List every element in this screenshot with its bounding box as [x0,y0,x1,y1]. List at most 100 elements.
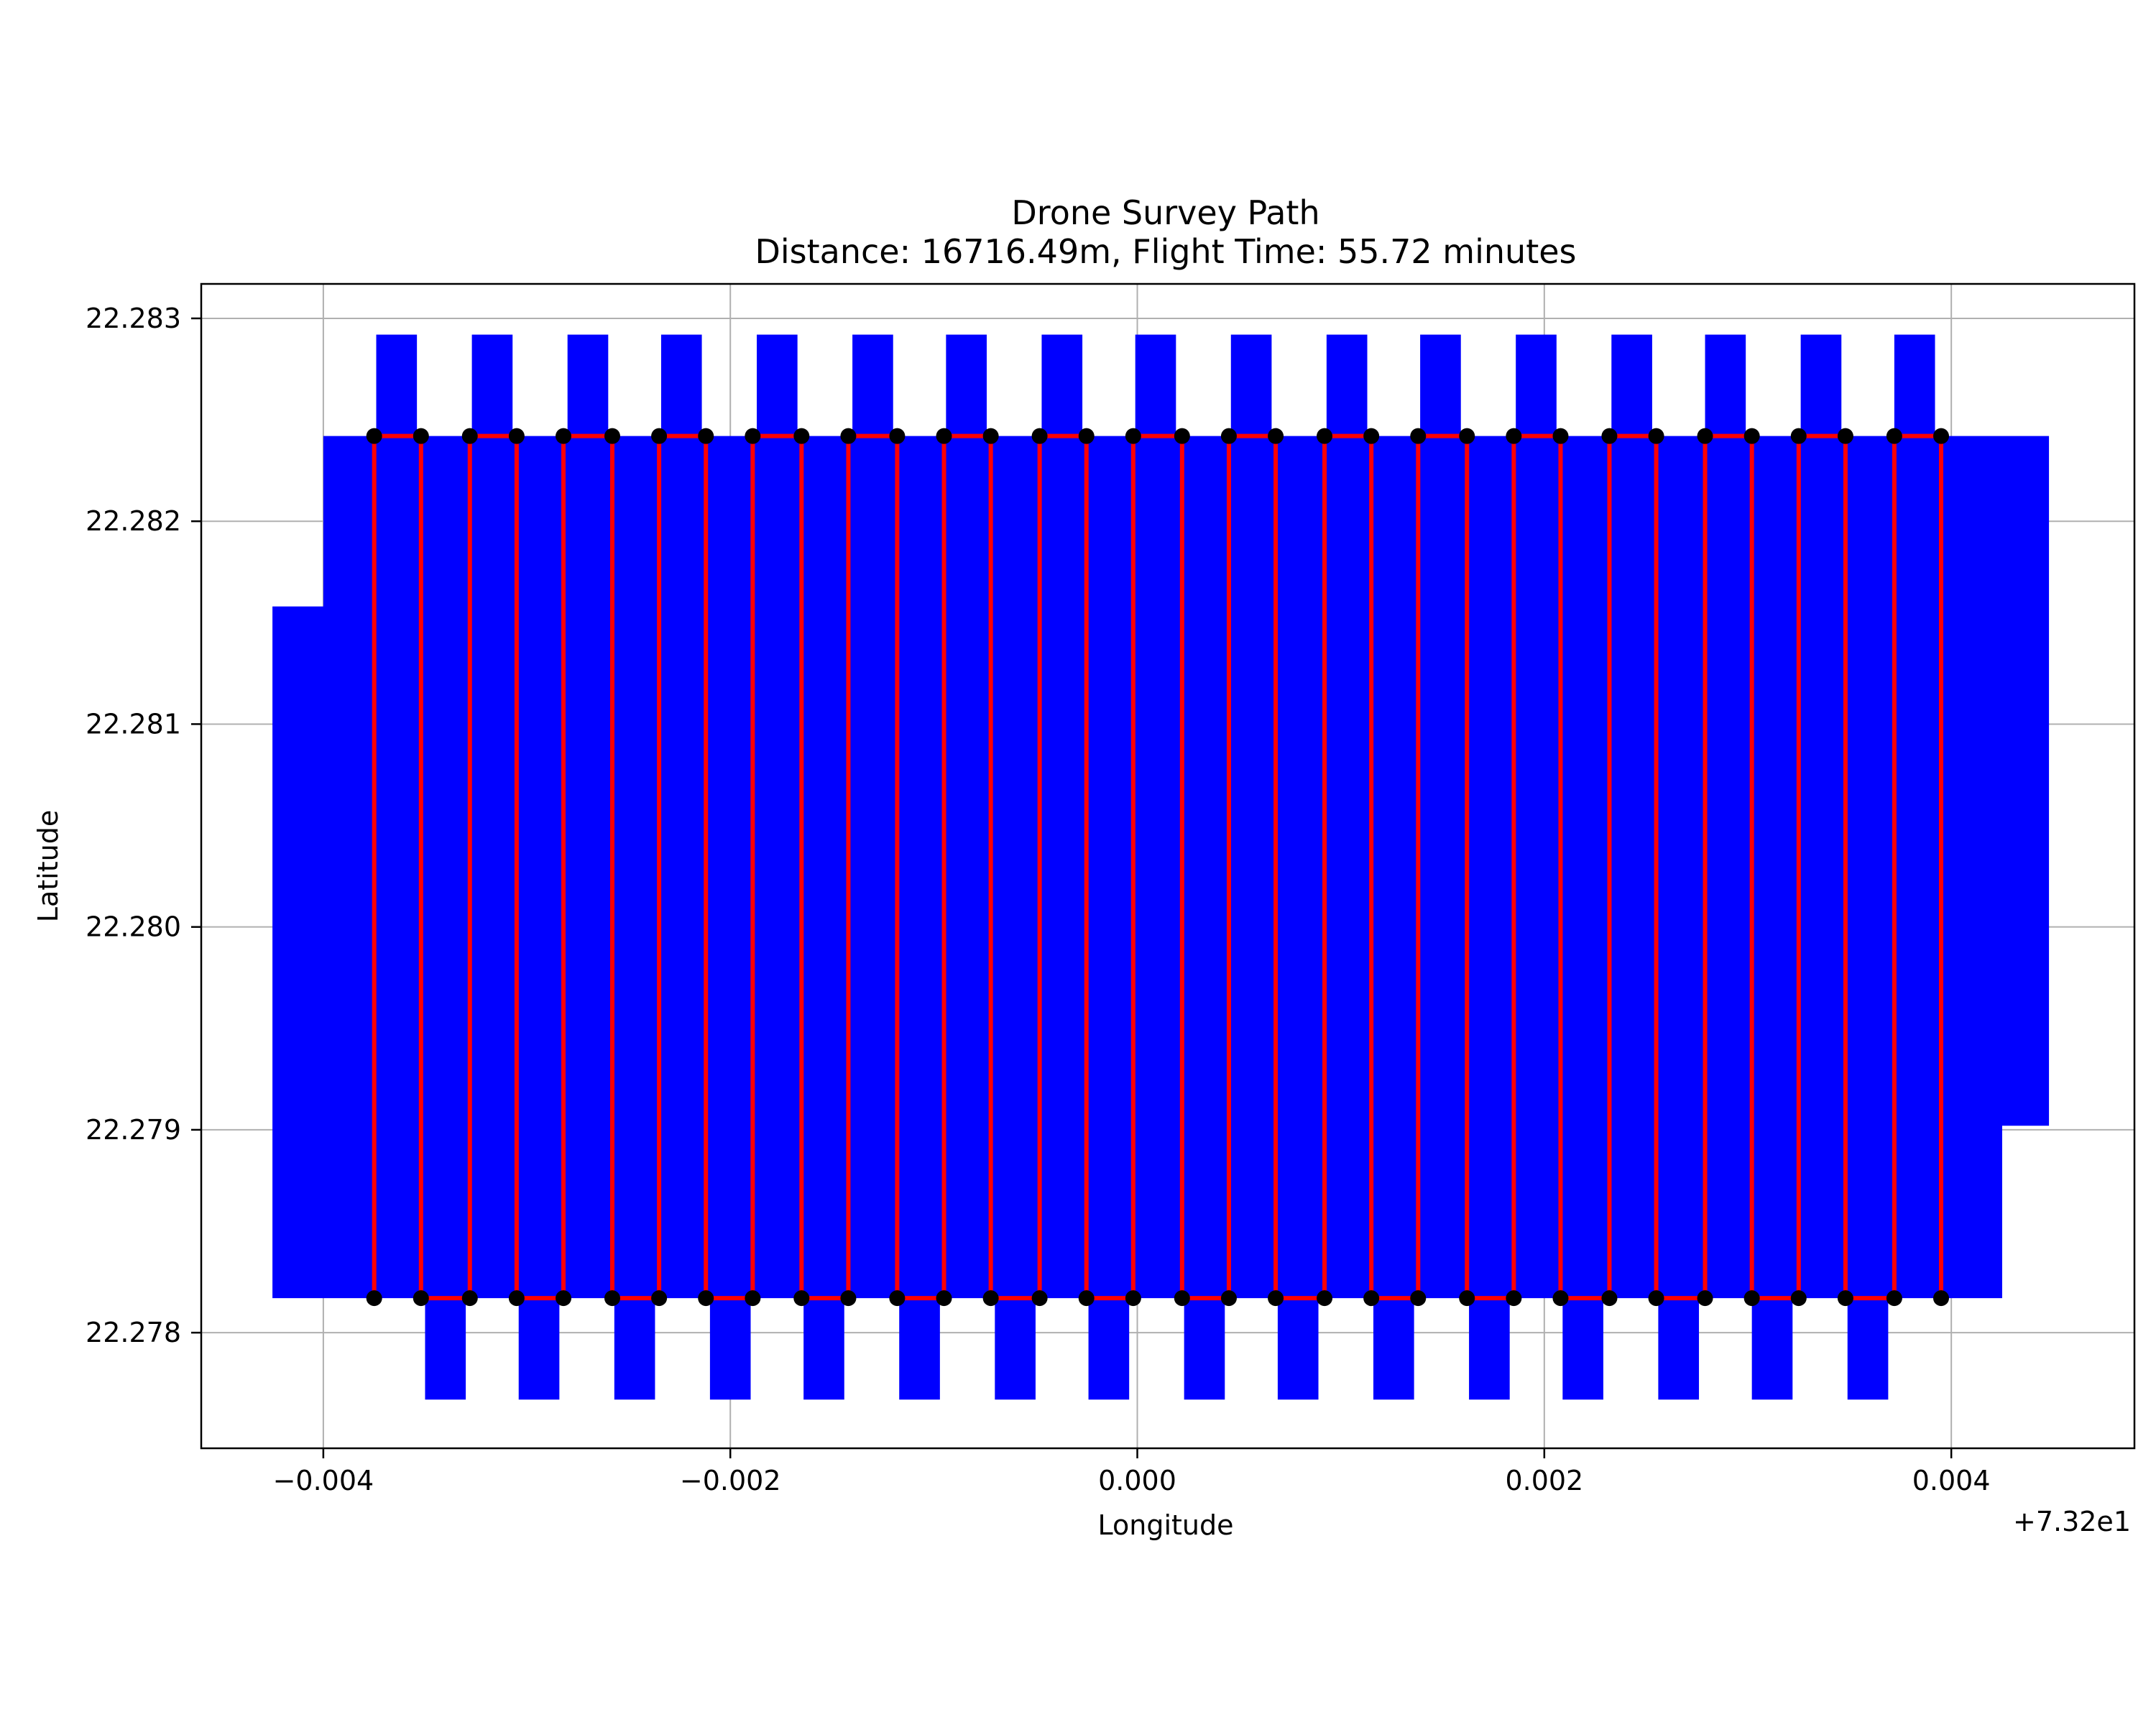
waypoint-41 [1317,428,1333,444]
waypoint-39 [1268,1290,1284,1307]
waypoint-8 [556,1290,572,1307]
waypoint-27 [982,1290,999,1307]
waypoint-29 [1031,428,1048,444]
y-tick-label-0: 22.278 [86,1317,181,1348]
coverage-tab-top-15 [1800,334,1842,436]
coverage-tab-bottom-3 [709,1298,751,1400]
y-tick-label-3: 22.281 [86,708,181,740]
waypoint-53 [1601,428,1618,444]
axes-frame [200,282,2136,1450]
x-tick-label-2: 0.000 [1098,1465,1176,1496]
waypoint-55 [1648,1290,1664,1307]
coverage-tab-bottom-4 [803,1298,844,1400]
waypoint-46 [1459,428,1475,444]
waypoint-11 [604,1290,620,1307]
waypoint-64 [1886,1290,1902,1307]
coverage-tab-top-10 [1326,334,1368,436]
y-tick-label-4: 22.282 [86,505,181,537]
chart-title: Drone Survey Path [1011,193,1319,232]
coverage-tab-top-8 [1135,334,1176,436]
x-tick-label-4: 0.004 [1912,1465,1991,1496]
waypoint-26 [982,428,999,444]
waypoint-50 [1552,428,1569,444]
waypoint-13 [651,428,668,444]
waypoint-2 [413,428,429,444]
waypoint-42 [1363,428,1380,444]
coverage-tab-bottom-2 [614,1298,655,1400]
waypoint-56 [1697,1290,1713,1307]
waypoint-10 [604,428,620,444]
coverage-tab-top-7 [1041,334,1083,436]
coverage-tab-bottom-0 [425,1298,466,1400]
waypoint-61 [1790,428,1807,444]
x-tick-label-1: −0.002 [680,1465,781,1496]
coverage-tab-bottom-15 [1847,1298,1889,1400]
y-tick-label-5: 22.283 [86,303,181,334]
waypoint-16 [745,1290,761,1307]
coverage-tab-top-3 [660,334,702,436]
plot-area [201,284,2134,1448]
waypoint-21 [840,428,857,444]
waypoint-25 [936,428,952,444]
waypoint-65 [1886,428,1902,444]
waypoint-37 [1220,428,1237,444]
coverage-tab-top-0 [376,334,418,436]
coverage-tab-bottom-8 [1184,1298,1225,1400]
waypoint-9 [556,428,572,444]
waypoint-1 [366,428,382,444]
y-axis-label: Latitude [32,810,64,922]
coverage-area [272,334,2050,1400]
coverage-tab-top-11 [1420,334,1461,436]
coverage-tab-bottom-10 [1373,1298,1414,1400]
coverage-polygon [272,436,2050,1299]
waypoint-45 [1410,428,1427,444]
chart-subtitle: Distance: 16716.49m, Flight Time: 55.72 … [755,232,1576,271]
coverage-tab-top-6 [946,334,987,436]
coverage-tab-bottom-5 [899,1298,940,1400]
x-axis-ticks: −0.004 −0.002 0.000 0.002 0.004 [273,1448,1991,1496]
x-axis-label: Longitude [1098,1509,1234,1541]
y-tick-label-2: 22.280 [86,911,181,943]
waypoint-66 [1933,428,1949,444]
waypoint-47 [1459,1290,1475,1307]
x-tick-label-0: −0.004 [273,1465,374,1496]
coverage-tab-bottom-12 [1562,1298,1603,1400]
coverage-tab-bottom-9 [1277,1298,1319,1400]
waypoint-7 [508,1290,525,1307]
waypoint-51 [1552,1290,1569,1307]
waypoint-22 [889,428,906,444]
waypoint-58 [1743,428,1760,444]
waypoint-40 [1317,1290,1333,1307]
coverage-tab-top-9 [1230,334,1272,436]
waypoint-67 [1933,1290,1949,1307]
coverage-tab-bottom-13 [1658,1298,1700,1400]
coverage-tab-top-12 [1516,334,1557,436]
waypoint-54 [1648,428,1664,444]
waypoint-18 [793,428,810,444]
coverage-tab-bottom-6 [995,1298,1036,1400]
waypoint-59 [1743,1290,1760,1307]
waypoint-4 [461,1290,478,1307]
waypoint-14 [698,428,714,444]
waypoint-30 [1078,428,1095,444]
coverage-tab-top-16 [1894,334,1935,436]
waypoint-33 [1125,428,1141,444]
coverage-tab-top-1 [471,334,513,436]
waypoint-52 [1601,1290,1618,1307]
waypoints [366,428,1949,1307]
waypoint-24 [936,1290,952,1307]
waypoint-57 [1697,428,1713,444]
waypoint-31 [1078,1290,1095,1307]
coverage-tab-top-14 [1705,334,1746,436]
coverage-tab-top-5 [852,334,893,436]
waypoint-44 [1410,1290,1427,1307]
waypoint-0 [366,1290,382,1307]
waypoint-32 [1125,1290,1141,1307]
waypoint-23 [889,1290,906,1307]
waypoint-6 [508,428,525,444]
waypoint-5 [461,428,478,444]
coverage-tab-bottom-14 [1751,1298,1793,1400]
coverage-tab-bottom-11 [1469,1298,1510,1400]
waypoint-62 [1837,428,1853,444]
